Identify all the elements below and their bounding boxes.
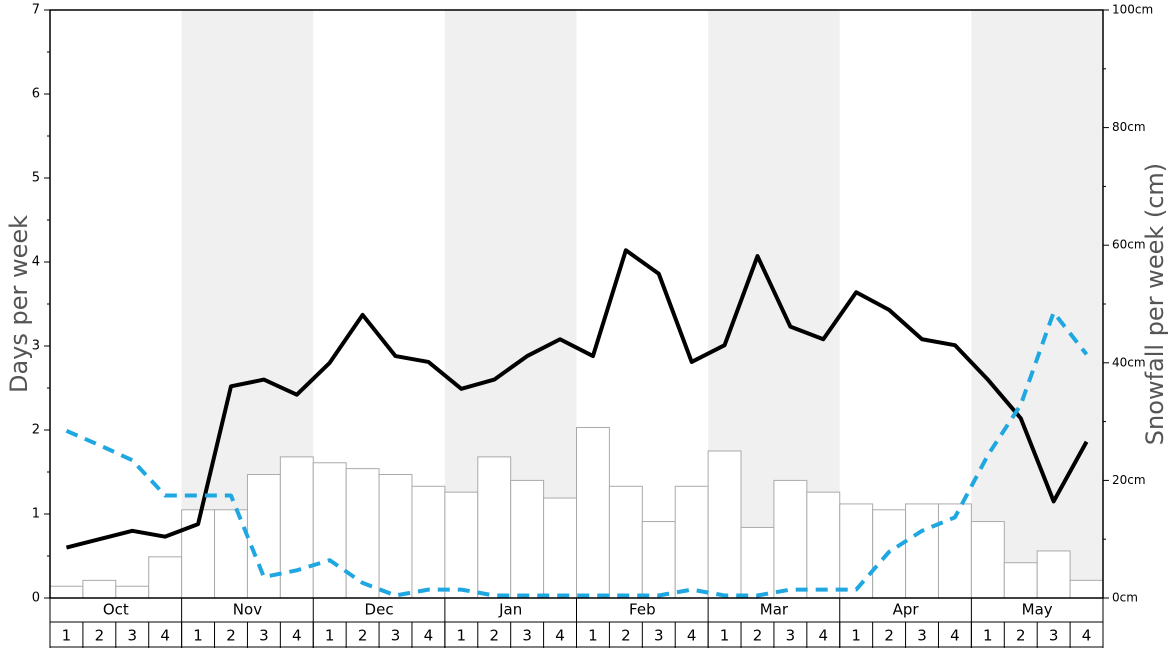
bar: [82, 579, 117, 599]
bar: [115, 585, 150, 599]
week-label: 3: [654, 627, 664, 645]
week-label: 2: [1016, 627, 1026, 645]
bar: [1036, 550, 1071, 599]
y-axis-label: Days per week: [5, 215, 33, 393]
bar: [411, 485, 446, 599]
week-label: 4: [819, 627, 829, 645]
y2-axis-label: Snowfall per week (cm): [1141, 163, 1168, 445]
month-label: Jan: [498, 601, 522, 619]
month-label: Oct: [103, 601, 129, 619]
bar: [214, 509, 248, 599]
week-label: 1: [983, 627, 993, 645]
bar: [806, 491, 841, 599]
bar: [49, 585, 84, 599]
bar: [543, 497, 577, 599]
month-label: May: [1022, 601, 1053, 619]
week-label: 2: [226, 627, 236, 645]
week-label: 3: [127, 627, 137, 645]
month-label: Feb: [629, 601, 656, 619]
bar: [773, 479, 808, 599]
month-label: Nov: [233, 601, 262, 619]
bar: [510, 479, 545, 599]
y-tick-label: 3: [32, 339, 40, 354]
week-label: 2: [753, 627, 763, 645]
bar: [641, 521, 676, 599]
week-label: 1: [62, 627, 72, 645]
week-label: 3: [259, 627, 269, 645]
week-label: 4: [555, 627, 565, 645]
y2-tick-label: 20cm: [1112, 473, 1146, 487]
week-label: 1: [720, 627, 730, 645]
month-label: Dec: [365, 601, 394, 619]
y2-tick-label: 80cm: [1112, 120, 1146, 134]
bar: [246, 474, 281, 599]
week-label: 3: [1049, 627, 1059, 645]
week-label: 3: [917, 627, 927, 645]
y-tick-label: 7: [32, 3, 40, 18]
week-label: 1: [193, 627, 203, 645]
week-label: 2: [95, 627, 105, 645]
week-label: 3: [522, 627, 532, 645]
bar: [312, 462, 347, 599]
bar: [839, 503, 874, 599]
week-label: 4: [292, 627, 302, 645]
month-band: [971, 10, 1103, 598]
week-label: 1: [851, 627, 861, 645]
bar: [674, 485, 709, 599]
week-label: 1: [588, 627, 598, 645]
week-label: 3: [391, 627, 401, 645]
bar: [477, 456, 512, 599]
bar: [148, 556, 183, 599]
week-label: 4: [160, 627, 170, 645]
bar: [1069, 579, 1104, 599]
y-tick-label: 2: [32, 423, 40, 438]
week-label: 2: [358, 627, 368, 645]
y2-tick-label: 40cm: [1112, 355, 1146, 369]
y-tick-label: 0: [32, 591, 40, 606]
week-label: 4: [687, 627, 697, 645]
week-label: 2: [489, 627, 499, 645]
y-tick-label: 6: [32, 87, 40, 102]
bar: [378, 474, 413, 599]
week-label: 4: [424, 627, 434, 645]
bar: [444, 491, 479, 599]
week-label: 2: [621, 627, 631, 645]
bar: [707, 450, 742, 599]
bar: [1003, 562, 1038, 599]
bar: [970, 521, 1005, 599]
y-tick-label: 5: [32, 171, 40, 186]
line: [65, 248, 1089, 550]
week-label: 3: [786, 627, 796, 645]
bar: [740, 526, 775, 599]
month-label: Mar: [760, 601, 789, 619]
y-tick-label: 4: [32, 255, 40, 270]
week-label: 4: [950, 627, 960, 645]
week-label: 1: [325, 627, 335, 645]
bar: [905, 503, 939, 599]
week-label: 1: [457, 627, 467, 645]
y-tick-label: 1: [32, 507, 40, 522]
y2-tick-label: 100cm: [1112, 3, 1153, 17]
y2-tick-label: 60cm: [1112, 238, 1146, 252]
y2-tick-label: 0cm: [1112, 591, 1138, 605]
week-label: 4: [1082, 627, 1092, 645]
bar: [608, 485, 643, 599]
bar: [279, 456, 314, 599]
bar: [576, 426, 610, 599]
month-label: Apr: [893, 601, 920, 619]
plot-frame: [49, 9, 1104, 599]
line: [65, 310, 1089, 598]
week-label: 2: [884, 627, 894, 645]
bar: [345, 468, 380, 599]
